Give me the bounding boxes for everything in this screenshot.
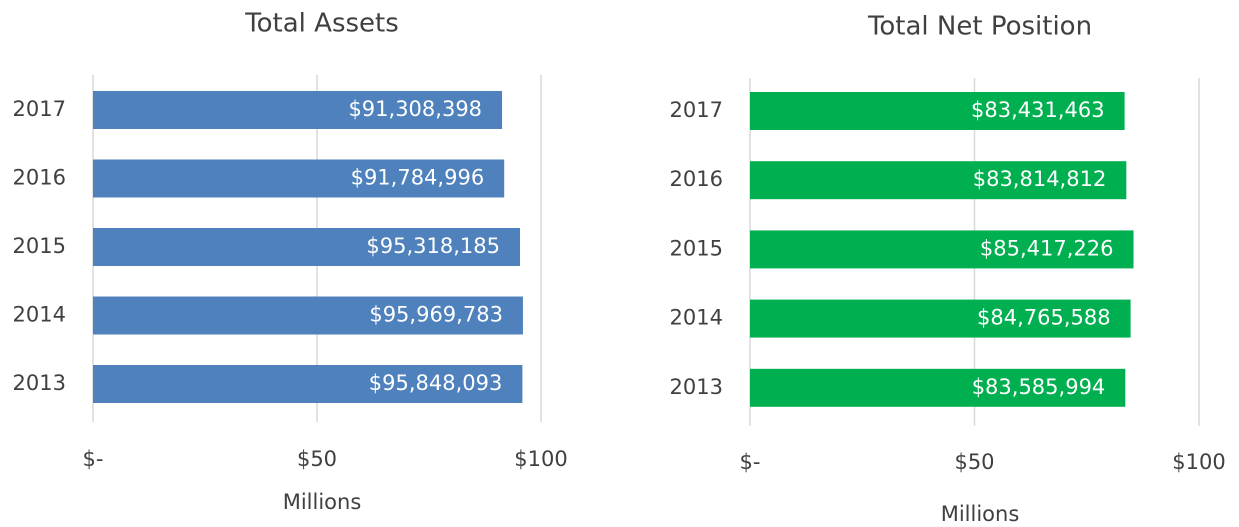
y-tick-label: 2016 bbox=[670, 167, 723, 191]
data-label: $95,318,185 bbox=[366, 234, 500, 258]
x-tick-label: $100 bbox=[1172, 450, 1225, 474]
y-tick-label: 2017 bbox=[670, 98, 723, 122]
bar bbox=[750, 230, 1134, 269]
y-tick-label: 2015 bbox=[670, 236, 723, 260]
x-tick-label: $100 bbox=[514, 447, 567, 471]
bar bbox=[750, 161, 1127, 200]
bar bbox=[750, 368, 1126, 407]
data-label: $95,969,783 bbox=[369, 303, 503, 327]
y-tick-label: 2017 bbox=[13, 97, 66, 121]
y-tick-label: 2014 bbox=[13, 303, 66, 327]
y-tick-label: 2016 bbox=[13, 166, 66, 190]
chart-title: Total Net Position bbox=[867, 12, 1092, 42]
data-label: $83,585,994 bbox=[972, 375, 1106, 399]
bar bbox=[750, 299, 1131, 338]
bar bbox=[93, 159, 505, 198]
x-axis-label: Millions bbox=[283, 490, 362, 514]
bar bbox=[93, 296, 523, 335]
x-tick-label: $50 bbox=[297, 447, 337, 471]
data-label: $91,784,996 bbox=[351, 166, 485, 190]
x-tick-label: $50 bbox=[954, 450, 994, 474]
chart-title: Total Assets bbox=[244, 9, 399, 39]
data-label: $83,814,812 bbox=[973, 167, 1107, 191]
data-label: $83,431,463 bbox=[971, 98, 1105, 122]
y-tick-label: 2013 bbox=[13, 371, 66, 395]
bar bbox=[93, 365, 523, 403]
x-tick-label: $- bbox=[740, 450, 761, 474]
data-label: $84,765,588 bbox=[977, 306, 1111, 330]
data-label: $91,308,398 bbox=[348, 97, 482, 121]
y-tick-label: 2014 bbox=[670, 306, 723, 330]
bar bbox=[93, 228, 521, 266]
y-tick-label: 2015 bbox=[13, 234, 66, 258]
bar bbox=[750, 92, 1125, 130]
x-axis-label: Millions bbox=[941, 502, 1020, 526]
data-label: $95,848,093 bbox=[369, 371, 503, 395]
y-tick-label: 2013 bbox=[670, 375, 723, 399]
x-tick-label: $- bbox=[83, 447, 104, 471]
bar bbox=[93, 91, 503, 129]
data-label: $85,417,226 bbox=[980, 236, 1114, 260]
